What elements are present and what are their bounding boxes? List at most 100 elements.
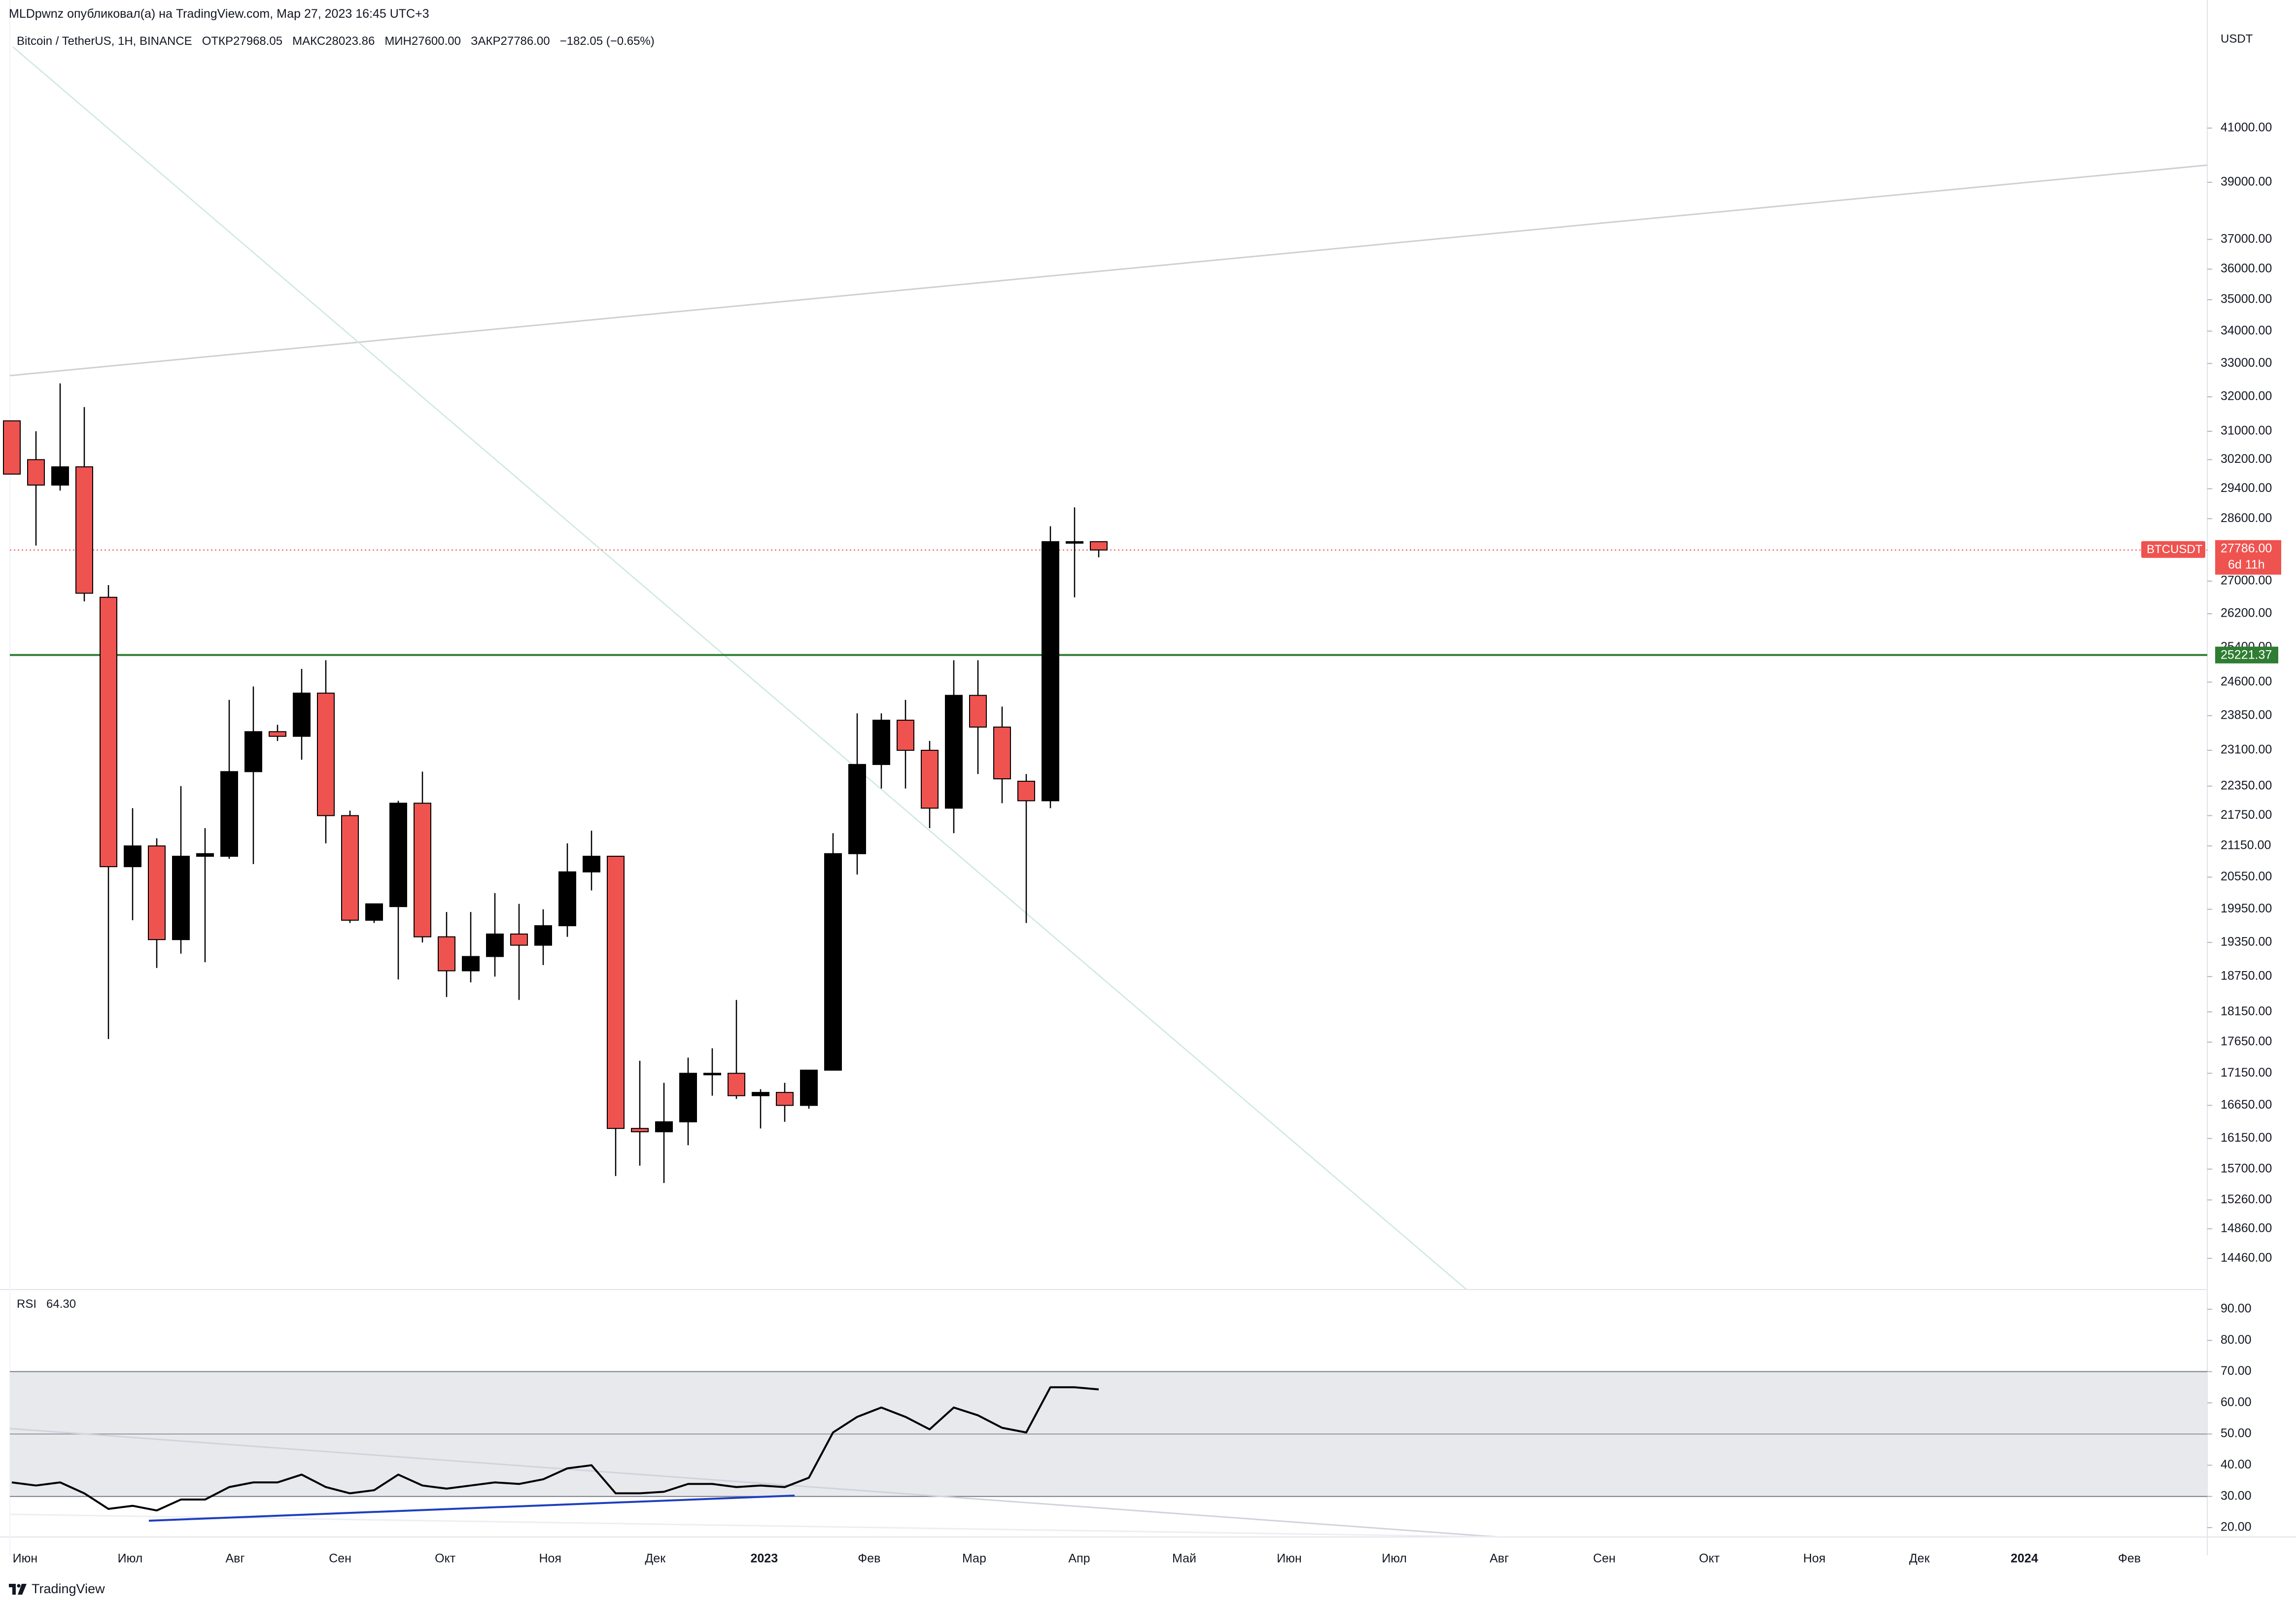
candle-body	[921, 750, 939, 809]
candle	[196, 828, 214, 962]
candle	[1090, 541, 1108, 558]
rsi-value: 64.30	[46, 1297, 76, 1311]
time-axis-label: Окт	[435, 1552, 456, 1566]
candle	[1017, 774, 1035, 923]
candle	[27, 431, 45, 546]
candle	[462, 912, 480, 982]
candle-body	[824, 853, 842, 1071]
time-axis-label: Сен	[329, 1552, 351, 1566]
price-tick-label: 24600.00	[2221, 674, 2272, 688]
price-tick-label: 31000.00	[2221, 424, 2272, 438]
candle-body	[993, 726, 1011, 779]
time-axis-label: Апр	[1068, 1552, 1090, 1566]
candle-body	[1042, 541, 1059, 802]
current-price-tag	[2215, 540, 2281, 575]
candle-body	[558, 871, 576, 926]
candle-body	[1066, 541, 1083, 544]
candle	[969, 660, 987, 774]
rising-resistance-trendline	[9, 164, 2208, 377]
time-axis-label: 2023	[751, 1552, 778, 1566]
candle-body	[897, 720, 914, 751]
candle	[534, 909, 552, 965]
time-axis-label: Ноя	[1803, 1552, 1826, 1566]
time-axis-label: Дек	[1909, 1552, 1930, 1566]
candle-body	[607, 856, 625, 1129]
price-tick-label: 22350.00	[2221, 778, 2272, 792]
candle	[244, 686, 262, 864]
price-tick-label: 19350.00	[2221, 935, 2272, 948]
bar-countdown-text: 6d 11h	[2228, 558, 2265, 571]
candle	[486, 893, 504, 977]
price-tick-label: 33000.00	[2221, 356, 2272, 370]
candle	[438, 912, 455, 997]
falling-diagonal-trendline	[12, 46, 1467, 1290]
price-tick-label: 18150.00	[2221, 1004, 2272, 1018]
candle	[607, 856, 625, 1176]
current-price-tag-text: 27786.00	[2221, 541, 2272, 555]
candle	[1042, 526, 1059, 808]
candle	[75, 407, 93, 601]
candle-body	[945, 695, 963, 809]
price-tick-label: 15700.00	[2221, 1161, 2272, 1175]
price-tick-label: 39000.00	[2221, 175, 2272, 188]
price-tick-label: 26200.00	[2221, 606, 2272, 620]
rsi-tick-label: 40.00	[2221, 1458, 2252, 1471]
candle	[824, 833, 842, 1071]
candle	[148, 838, 166, 968]
candle	[124, 808, 141, 920]
candle-body	[534, 925, 552, 946]
rsi-tick-label: 50.00	[2221, 1427, 2252, 1440]
candle-body	[196, 853, 214, 857]
candle	[897, 699, 914, 789]
candle-body	[752, 1092, 769, 1096]
price-tick-label: 17150.00	[2221, 1066, 2272, 1080]
tradingview-logo[interactable]: TradingView	[9, 1581, 105, 1597]
price-tick-label: 37000.00	[2221, 232, 2272, 245]
candle	[800, 1069, 818, 1109]
candle-body	[800, 1069, 818, 1106]
candle-body	[776, 1092, 794, 1106]
candle	[921, 741, 939, 829]
price-tick-label: 16150.00	[2221, 1131, 2272, 1145]
price-tick-label: 41000.00	[2221, 120, 2272, 134]
tradingview-logo-icon	[9, 1583, 27, 1595]
candle-body	[51, 466, 69, 486]
time-axis-label: Мар	[962, 1552, 986, 1566]
support-price-tag-text: 25221.37	[2221, 648, 2272, 662]
candle-body	[703, 1073, 721, 1076]
price-tick-label: 21750.00	[2221, 808, 2272, 822]
price-tick-label: 23100.00	[2221, 743, 2272, 757]
candle-body	[172, 856, 190, 941]
price-tick-label: 17650.00	[2221, 1035, 2272, 1048]
candle	[752, 1089, 769, 1129]
candle-body	[1017, 780, 1035, 802]
rsi-line	[11, 1386, 1099, 1512]
symbol-price-tag-text: BTCUSDT	[2147, 543, 2203, 556]
price-tick-label: 28600.00	[2221, 511, 2272, 525]
candle-body	[728, 1073, 745, 1096]
candle	[100, 585, 117, 1039]
support-price-tag	[2215, 646, 2278, 663]
price-tick-label: 14860.00	[2221, 1221, 2272, 1235]
candle-body	[341, 815, 359, 921]
candle	[872, 713, 890, 789]
time-axis-label: Ноя	[539, 1552, 561, 1566]
price-tick-label: 29400.00	[2221, 481, 2272, 495]
candle	[3, 420, 21, 475]
candle	[558, 843, 576, 937]
candle-body	[583, 856, 600, 873]
price-tick-label: 21150.00	[2221, 838, 2271, 852]
candle-body	[969, 695, 987, 728]
time-axis-label: Авг	[226, 1552, 245, 1566]
rsi-tick-label: 80.00	[2221, 1333, 2252, 1347]
rsi-name: RSI	[17, 1297, 37, 1311]
candle	[1066, 507, 1083, 597]
candle-body	[872, 720, 890, 765]
candle-body	[679, 1073, 697, 1122]
price-tick-label: 32000.00	[2221, 389, 2272, 403]
candle-body	[27, 459, 45, 486]
candle	[414, 771, 431, 943]
candle	[341, 810, 359, 923]
candle	[317, 660, 335, 843]
price-tick-label: 20550.00	[2221, 870, 2272, 883]
